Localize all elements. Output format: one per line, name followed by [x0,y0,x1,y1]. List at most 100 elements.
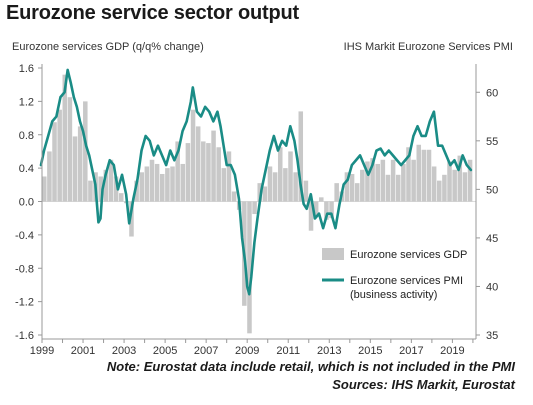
gdp-bar [411,159,416,202]
gdp-bar [257,183,262,202]
gdp-bar [62,74,68,202]
gdp-bar [195,126,201,202]
gdp-bar [211,130,216,202]
gdp-bar [293,172,298,202]
x-tick-label: 2013 [317,345,341,357]
gdp-bar [416,144,422,202]
chart-legend: Eurozone services GDP Eurozone services … [322,248,467,301]
gdp-bar [375,163,380,202]
x-tick-label: 2017 [399,345,423,357]
gdp-bar [159,173,165,202]
gdp-bar [52,122,57,202]
gdp-bar [303,180,309,202]
gdp-bar [329,201,334,219]
gdp-bar [185,143,191,202]
legend-pmi-label: Eurozone services PMI [350,275,463,287]
gdp-bar [262,186,268,202]
gdp-bar [129,201,134,237]
left-tick-label: 0.0 [19,197,34,209]
gdp-bar [431,166,437,202]
gdp-bar [201,141,206,202]
pmi-line [39,68,473,296]
gdp-bar [401,163,406,202]
left-tick-label: 0.4 [19,163,34,175]
left-tick-label: -1.2 [15,297,34,309]
x-tick-label: 2005 [153,345,177,357]
gdp-bar [349,173,355,202]
gdp-bar [88,180,93,202]
gdp-bar [42,176,47,202]
x-tick-label: 2019 [440,345,464,357]
gdp-bar [154,163,160,202]
gdp-bar [442,174,447,202]
gdp-bar [103,169,109,202]
gdp-bar [313,201,319,217]
left-axis-title: Eurozone services GDP (q/q% change) [12,41,204,53]
gdp-bars [42,74,473,334]
left-tick-label: -0.4 [15,230,34,242]
gdp-bar [149,159,155,202]
pmi-line-series [39,68,473,296]
gdp-bar [288,151,293,202]
gdp-bar [170,166,175,202]
gdp-bar [57,109,62,202]
gdp-bar [175,141,180,202]
gdp-bar [406,147,411,202]
x-tick-label: 1999 [30,345,54,357]
gdp-bar [252,201,257,215]
gdp-bar [360,169,365,202]
x-tick-label: 2009 [235,345,259,357]
gdp-bar [134,180,139,202]
gdp-bar [118,193,124,202]
gdp-bar [231,191,237,202]
gdp-bar [426,149,432,202]
legend-bar-swatch [322,248,344,260]
right-tick-label: 60 [486,87,498,99]
gdp-bar [457,155,463,202]
gdp-bar [108,159,114,202]
right-tick-label: 55 [486,136,498,148]
gdp-bar [190,109,196,202]
x-tick-label: 2011 [276,345,300,357]
gdp-bar [77,126,83,202]
right-axis-ticks: 60 55 50 45 40 35 [476,87,498,342]
gdp-bar [283,168,288,202]
gdp-bar [221,168,227,202]
gdp-bar [47,151,52,202]
gdp-bar [83,101,88,202]
gdp-bar [319,197,324,202]
x-axis-ticks: 1999 2001 2003 2005 2007 2009 2011 2013 2015 2017… [30,339,474,357]
gdp-bar [206,143,211,202]
gdp-bar [67,97,73,202]
gdp-bar [298,111,304,202]
gdp-bar [272,172,278,202]
gdp-bar [226,151,232,202]
gdp-bar [452,169,457,202]
gdp-bar [365,161,370,202]
legend-pmi-sublabel: (business activity) [350,289,437,301]
x-tick-label: 2001 [71,345,95,357]
gdp-bar [370,158,375,202]
gdp-bar [216,147,221,202]
gdp-bar [344,172,350,202]
legend-gdp-label: Eurozone services GDP [350,249,467,261]
right-axis-title: IHS Markit Eurozone Services PMI [343,41,513,53]
gdp-bar [354,183,360,202]
chart-title: Eurozone service sector output [6,2,299,24]
left-tick-label: 1.2 [19,96,34,108]
x-tick-label: 2007 [194,345,218,357]
gdp-bar [180,163,186,202]
gdp-bar [380,159,386,202]
gdp-bar [98,176,103,202]
left-tick-label: -0.8 [15,263,34,275]
gdp-bar [437,180,442,202]
right-tick-label: 35 [486,330,498,342]
gdp-bar [395,174,401,202]
x-tick-label: 2003 [112,345,136,357]
left-tick-label: 1.6 [19,63,34,75]
gdp-bar [467,159,473,202]
gdp-bar [277,147,283,202]
gdp-bar [113,176,119,202]
x-tick-label: 2015 [358,345,382,357]
gdp-bar [324,201,329,220]
